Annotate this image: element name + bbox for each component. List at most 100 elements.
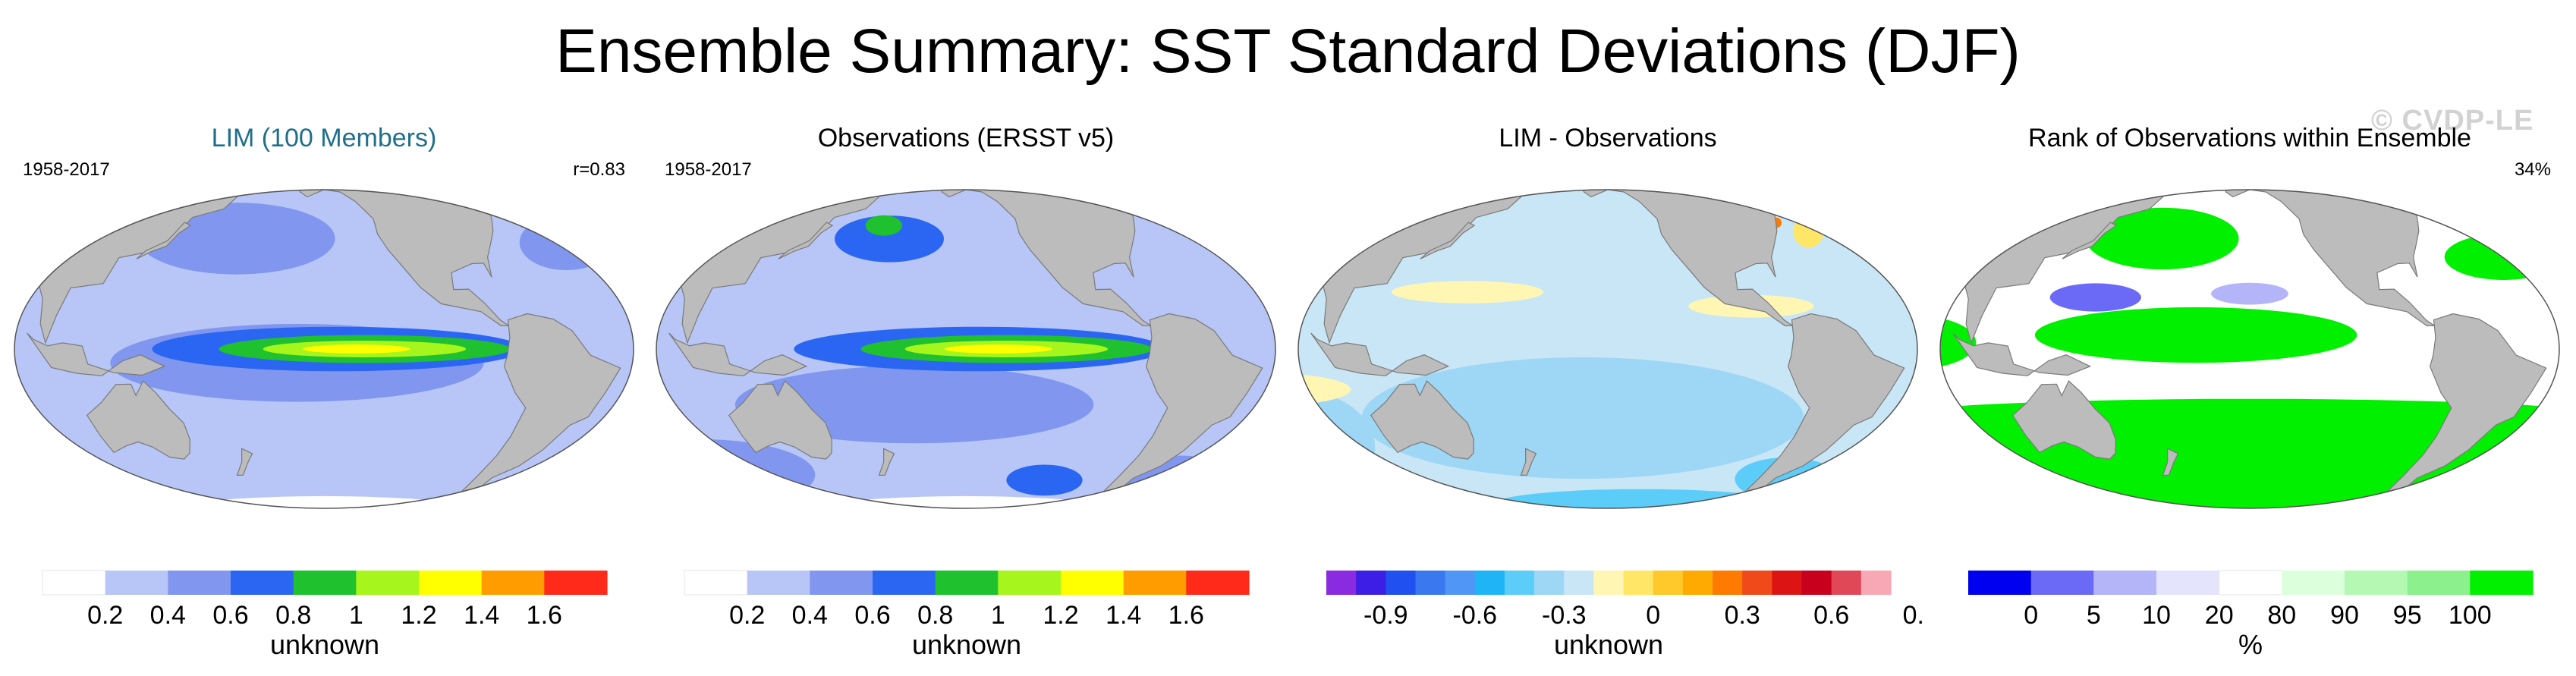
- period-label: 1958-2017: [23, 159, 110, 180]
- colorbar-swatch: [2407, 571, 2471, 595]
- colorbar-swatch: [231, 571, 294, 595]
- colorbar-tick-label: 0.6: [212, 601, 248, 630]
- colorbar-tick-label: -0.3: [1542, 601, 1587, 630]
- colorbar-tick-label: 95: [2393, 601, 2422, 630]
- colorbar-swatch: [1186, 571, 1250, 595]
- panel-title: Observations (ERSST v5): [817, 124, 1115, 152]
- globe-outline: [14, 189, 634, 509]
- land-asia: [656, 190, 941, 464]
- colorbar-swatch: [747, 571, 810, 595]
- colorbar-swatch: [2093, 571, 2157, 595]
- pattern-correlation: r=0.83: [573, 159, 625, 180]
- colorbar-swatch: [1772, 571, 1803, 595]
- colorbar-swatch: [1653, 571, 1684, 595]
- colorbar-tick-label: 1.6: [1168, 601, 1204, 630]
- land-new-zealand: [236, 448, 253, 476]
- colorbar-swatch: [2030, 571, 2094, 595]
- colorbar-tick-label: 1.4: [464, 601, 499, 630]
- period-label: 1958-2017: [665, 159, 752, 180]
- colorbar-swatch: [2219, 570, 2283, 596]
- colorbar-swatch: [1742, 571, 1772, 595]
- panel-lim: 0.2 0.4 0.6 0.8 1 1.2 1.4 1.6 unknown LIM (100 Me…: [9, 121, 639, 676]
- colorbar-swatch: [293, 571, 357, 595]
- colorbar-swatch: [873, 571, 936, 595]
- world-map: [1939, 189, 2560, 509]
- colorbar-swatch: [1831, 571, 1862, 595]
- colorbar-tick-label: 0.3: [1725, 601, 1760, 630]
- panel-title: Rank of Observations within Ensemble: [2028, 124, 2471, 152]
- colorbar: 0 5 10 20 80 90 95 100%: [1968, 570, 2534, 660]
- colorbar-swatch: [684, 570, 748, 596]
- colorbar-swatch: [2282, 571, 2345, 595]
- colorbar-tick-label: 20: [2205, 601, 2234, 630]
- colorbar-swatch: [1445, 571, 1476, 595]
- colorbar-label: %: [2238, 629, 2263, 660]
- panel-title: LIM - Observations: [1499, 124, 1717, 152]
- colorbar-tick-label: 1.6: [527, 601, 562, 630]
- colorbar-swatch: [481, 571, 545, 595]
- colorbar-swatch: [419, 571, 483, 595]
- colorbar-swatch: [1534, 571, 1565, 595]
- colorbar-tick-label: 0: [1646, 601, 1660, 630]
- land-new-zealand: [878, 448, 895, 476]
- colorbar-tick-label: 5: [2087, 601, 2101, 630]
- colorbar-swatch: [1415, 571, 1446, 595]
- colorbar-tick-label: 1: [991, 601, 1005, 630]
- colorbar-swatch: [2470, 571, 2534, 595]
- colorbar-tick-label: -0.6: [1453, 601, 1498, 630]
- globe-outline: [656, 189, 1276, 509]
- colorbar-swatch: [356, 571, 420, 595]
- colorbar: 0.2 0.4 0.6 0.8 1 1.2 1.4 1.6 unknown: [42, 570, 608, 660]
- colorbar-tick-label: 10: [2142, 601, 2171, 630]
- colorbar-tick-label: 1: [349, 601, 363, 630]
- colorbar-tick-label: 0.8: [275, 601, 311, 630]
- colorbar-swatch: [1623, 571, 1654, 595]
- globe-outline: [1297, 189, 1918, 509]
- colorbar-tick-label: 0.9: [1903, 601, 1923, 630]
- colorbar-swatch: [1474, 571, 1505, 595]
- colorbar-swatch: [1682, 571, 1713, 595]
- colorbar-swatch: [544, 571, 608, 595]
- colorbar-swatch: [2156, 571, 2220, 595]
- colorbar-swatch: [1564, 571, 1595, 595]
- colorbar-swatch: [105, 571, 168, 595]
- colorbar-tick-label: 0.4: [792, 601, 828, 630]
- colorbar: 0.2 0.4 0.6 0.8 1 1.2 1.4 1.6 unknown: [684, 570, 1250, 660]
- rank-percent: 34%: [2514, 159, 2551, 180]
- colorbar-tick-label: 1.4: [1106, 601, 1141, 630]
- land-indonesia: [1310, 332, 1450, 376]
- colorbar-tick-label: 0.6: [1813, 601, 1849, 630]
- land-australia: [1370, 380, 1474, 460]
- land-indonesia: [668, 332, 808, 376]
- land-japan: [778, 222, 834, 259]
- colorbar-swatch: [935, 571, 999, 595]
- colorbar-swatch: [1593, 571, 1625, 595]
- colorbar-tick-label: 0.6: [854, 601, 890, 630]
- colorbar: -0.9 -0.6 -0.3 0 0.3 0.6 0.9 unknown: [1326, 571, 1923, 660]
- colorbar-tick-label: 0.8: [917, 601, 953, 630]
- colorbar-label: unknown: [1554, 629, 1663, 660]
- colorbar-swatch: [1860, 571, 1892, 595]
- colorbar-tick-label: 0.4: [150, 601, 186, 630]
- colorbar-swatch: [1386, 571, 1417, 595]
- land-asia: [1940, 190, 2225, 464]
- land-japan: [136, 222, 192, 259]
- land-asia: [14, 190, 299, 464]
- watermark: © CVDP-LE: [2371, 105, 2534, 137]
- colorbar-label: unknown: [270, 629, 379, 660]
- colorbar-swatch: [168, 571, 231, 595]
- panel-observations: 0.2 0.4 0.6 0.8 1 1.2 1.4 1.6 unknown Observation…: [651, 121, 1281, 676]
- colorbar-tick-label: 1.2: [401, 601, 436, 630]
- colorbar-tick-label: 0.2: [87, 601, 123, 630]
- colorbar-swatch: [1356, 571, 1386, 595]
- colorbar-swatch: [2345, 571, 2408, 595]
- land-asia: [1298, 190, 1583, 464]
- panel-difference: -0.9 -0.6 -0.3 0 0.3 0.6 0.9 unknown LIM - Obser…: [1293, 121, 1923, 676]
- colorbar-swatch: [1801, 571, 1832, 595]
- land-australia: [86, 380, 190, 460]
- figure-title: Ensemble Summary: SST Standard Deviation…: [555, 17, 2021, 86]
- colorbar-tick-label: 1.2: [1043, 601, 1078, 630]
- world-map: [656, 189, 1276, 509]
- land-new-zealand: [2162, 448, 2179, 476]
- land-japan: [2062, 222, 2118, 259]
